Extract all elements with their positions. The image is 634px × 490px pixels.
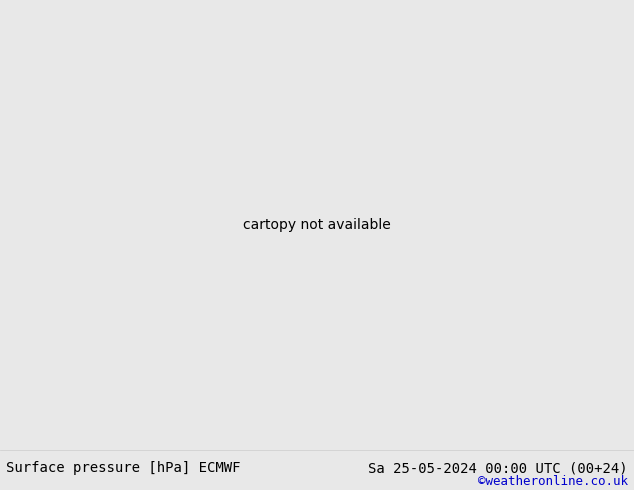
Text: Surface pressure [hPa] ECMWF: Surface pressure [hPa] ECMWF bbox=[6, 461, 241, 475]
Text: ©weatheronline.co.uk: ©weatheronline.co.uk bbox=[477, 475, 628, 488]
Text: cartopy not available: cartopy not available bbox=[243, 218, 391, 232]
Text: Sa 25-05-2024 00:00 UTC (00+24): Sa 25-05-2024 00:00 UTC (00+24) bbox=[368, 461, 628, 475]
